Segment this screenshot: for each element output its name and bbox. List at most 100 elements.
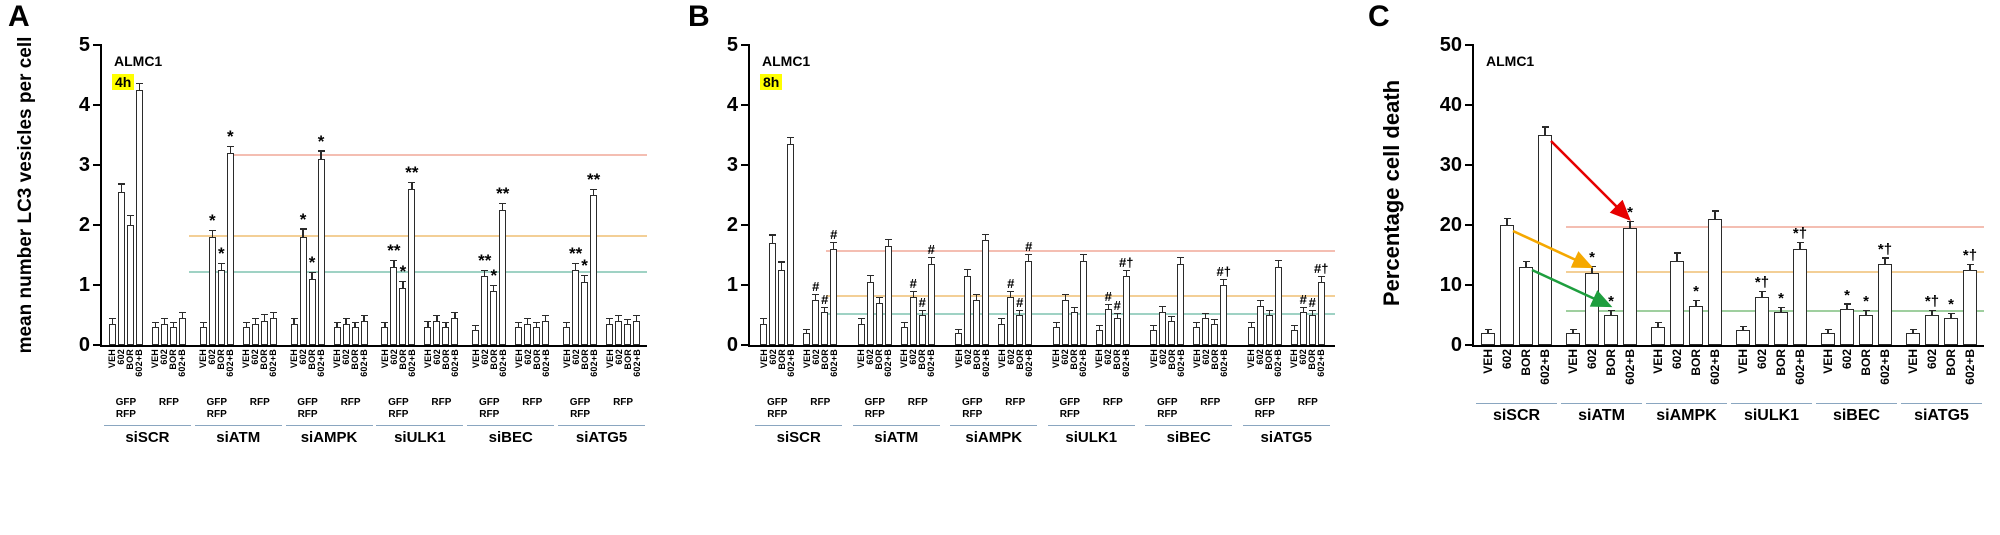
x-tick-label: 602+B [1316,349,1327,377]
error-bar-cap [1299,307,1307,309]
error-bar-cap [1052,322,1060,324]
error-bar [518,323,520,327]
bar-602 [615,321,623,345]
error-bar [1311,311,1313,315]
error-bar [617,316,620,321]
group-underline [103,425,191,426]
bar-BOR [1265,315,1273,345]
bar-602+B [1623,228,1637,345]
error-bar [1223,280,1225,285]
bar-602 [1104,309,1112,345]
cell-line-label-a: ALMC1 [112,53,165,69]
bar-602+B [317,159,325,345]
error-bar-cap [481,269,489,272]
error-bar-cap [998,317,1006,320]
bar-BOR [490,291,498,345]
x-tick-label: 602+B [883,349,894,377]
bar-BOR [918,315,926,345]
error-bar-cap [900,322,908,324]
error-bar [1277,261,1279,267]
y-axis-label-c: Percentage cell death [1379,79,1404,307]
subgroup-label: RFP [522,397,543,408]
subgroup-label: RFP [431,397,452,408]
bar-602 [1007,297,1015,345]
reference-line [232,154,647,156]
bar-BOR [308,279,316,345]
y-tick-mark [741,104,750,106]
error-bar-cap [1626,220,1634,222]
bar-BOR [442,327,450,345]
x-tick-label: 602+B [1708,349,1722,385]
error-bar-cap [317,150,325,152]
y-tick-label: 5 [78,34,90,56]
bar-602+B [1122,276,1130,345]
error-bar-cap [1177,256,1185,258]
bar-VEH [998,324,1006,345]
bar-602+B [1793,249,1807,345]
x-tick-label: 602+B [785,349,796,377]
error-bar [1827,330,1829,333]
bar-602 [117,192,125,345]
bar-BOR [1168,321,1176,345]
error-bar [781,262,783,270]
bar-602 [1256,306,1264,345]
bar-602+B [1177,264,1185,345]
bar-602 [769,243,777,345]
group-underline [558,425,646,426]
bar-602 [299,237,307,345]
bar-602+B [1220,285,1228,345]
plot-area-b: ALMC1 8h 0 1 2 3 4 5 VEH 602 BOR 602+B GFP RFP VEH #… [727,34,1335,446]
error-bar [311,273,313,279]
significance-label: * [1693,283,1699,301]
bar-VEH [199,327,207,345]
error-bar [1268,311,1270,315]
error-bar-cap [242,322,250,324]
error-bar-cap [260,313,268,315]
error-bar [1162,307,1164,312]
bar-BOR [351,327,359,345]
x-tick-label: 602+B [1023,349,1034,377]
error-bar [1506,219,1508,225]
subgroup-label: RFP [158,397,179,408]
significance-label: #† [1119,255,1134,271]
subgroup-label: GFP RFP [388,397,409,420]
bar-VEH [1566,333,1580,345]
group-label: siSCR [125,429,170,446]
bar-VEH [381,327,389,345]
error-bar [1865,311,1867,315]
bar-BOR [778,270,786,345]
bar-VEH [472,330,480,345]
error-bar-cap [918,310,926,312]
bar-BOR [1774,312,1788,345]
error-bar-cap [135,82,143,84]
significance-label: ** [568,244,583,263]
bar-VEH [1150,330,1158,345]
group-label: siULK1 [1065,429,1118,446]
bar-BOR [399,288,407,345]
bar-602 [1061,300,1069,345]
error-bar-cap [308,271,316,273]
group-label: siAMPK [1656,407,1717,424]
error-bar [806,330,808,333]
error-bar-cap [1104,304,1112,306]
error-bar-cap [472,325,480,327]
bar-VEH [108,324,116,345]
x-tick-label: 602+B [316,349,327,377]
error-bar [545,316,547,321]
x-tick-label: 602+B [406,349,417,377]
bar-602+B [178,318,186,345]
subgroup-label: RFP [249,397,270,408]
group-underline [852,425,940,426]
group-label: siATM [216,429,261,446]
error-bar [1714,211,1716,219]
error-bar [402,282,404,288]
error-bar-cap [973,293,981,296]
x-tick-label: 602+B [1218,349,1229,377]
bar-VEH [1821,333,1835,345]
error-bar-cap [1265,310,1273,312]
error-bar [354,323,356,327]
error-bar-cap [884,238,892,240]
error-bar [887,240,889,246]
error-bar-cap [615,314,623,317]
bar-BOR [1689,306,1703,345]
